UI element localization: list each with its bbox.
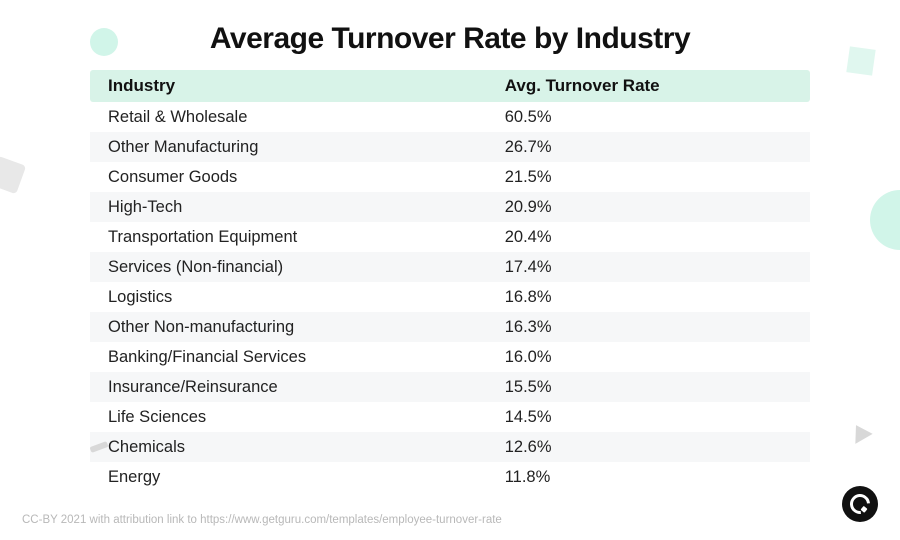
cell-rate: 26.7% bbox=[505, 138, 792, 157]
decoration-quad bbox=[0, 156, 26, 194]
table-row: Retail & Wholesale60.5% bbox=[90, 102, 810, 132]
cell-industry: High-Tech bbox=[108, 198, 505, 217]
table-row: Life Sciences14.5% bbox=[90, 402, 810, 432]
cell-rate: 16.3% bbox=[505, 318, 792, 337]
table-row: Other Manufacturing26.7% bbox=[90, 132, 810, 162]
table-row: Services (Non-financial)17.4% bbox=[90, 252, 810, 282]
table-row: Transportation Equipment20.4% bbox=[90, 222, 810, 252]
turnover-table: Industry Avg. Turnover Rate Retail & Who… bbox=[90, 70, 810, 492]
cell-rate: 12.6% bbox=[505, 438, 792, 457]
table-row: Consumer Goods21.5% bbox=[90, 162, 810, 192]
cell-industry: Retail & Wholesale bbox=[108, 108, 505, 127]
table-row: Other Non-manufacturing16.3% bbox=[90, 312, 810, 342]
cell-industry: Services (Non-financial) bbox=[108, 258, 505, 277]
table-row: High-Tech20.9% bbox=[90, 192, 810, 222]
cell-rate: 14.5% bbox=[505, 408, 792, 427]
cell-rate: 21.5% bbox=[505, 168, 792, 187]
cell-rate: 20.4% bbox=[505, 228, 792, 247]
cell-industry: Other Non-manufacturing bbox=[108, 318, 505, 337]
column-header-industry: Industry bbox=[108, 76, 505, 96]
cell-industry: Insurance/Reinsurance bbox=[108, 378, 505, 397]
cell-rate: 15.5% bbox=[505, 378, 792, 397]
table-row: Energy11.8% bbox=[90, 462, 810, 492]
cell-industry: Banking/Financial Services bbox=[108, 348, 505, 367]
brand-logo bbox=[842, 486, 878, 522]
cell-industry: Energy bbox=[108, 468, 505, 487]
cell-industry: Other Manufacturing bbox=[108, 138, 505, 157]
table-body: Retail & Wholesale60.5%Other Manufacturi… bbox=[90, 102, 810, 492]
cell-rate: 20.9% bbox=[505, 198, 792, 217]
guru-icon bbox=[846, 490, 874, 518]
cell-industry: Logistics bbox=[108, 288, 505, 307]
cell-rate: 16.0% bbox=[505, 348, 792, 367]
table-row: Chemicals12.6% bbox=[90, 432, 810, 462]
table-row: Banking/Financial Services16.0% bbox=[90, 342, 810, 372]
cell-rate: 11.8% bbox=[505, 468, 792, 487]
table-row: Insurance/Reinsurance15.5% bbox=[90, 372, 810, 402]
cell-rate: 60.5% bbox=[505, 108, 792, 127]
cell-industry: Chemicals bbox=[108, 438, 505, 457]
column-header-rate: Avg. Turnover Rate bbox=[505, 76, 792, 96]
table-header-row: Industry Avg. Turnover Rate bbox=[90, 70, 810, 102]
table-row: Logistics16.8% bbox=[90, 282, 810, 312]
cell-industry: Life Sciences bbox=[108, 408, 505, 427]
page-title: Average Turnover Rate by Industry bbox=[0, 0, 900, 70]
cell-rate: 16.8% bbox=[505, 288, 792, 307]
cell-industry: Consumer Goods bbox=[108, 168, 505, 187]
cell-industry: Transportation Equipment bbox=[108, 228, 505, 247]
decoration-circle bbox=[870, 190, 900, 250]
cell-rate: 17.4% bbox=[505, 258, 792, 277]
attribution-text: CC-BY 2021 with attribution link to http… bbox=[22, 514, 502, 526]
decoration-triangle bbox=[847, 420, 872, 444]
